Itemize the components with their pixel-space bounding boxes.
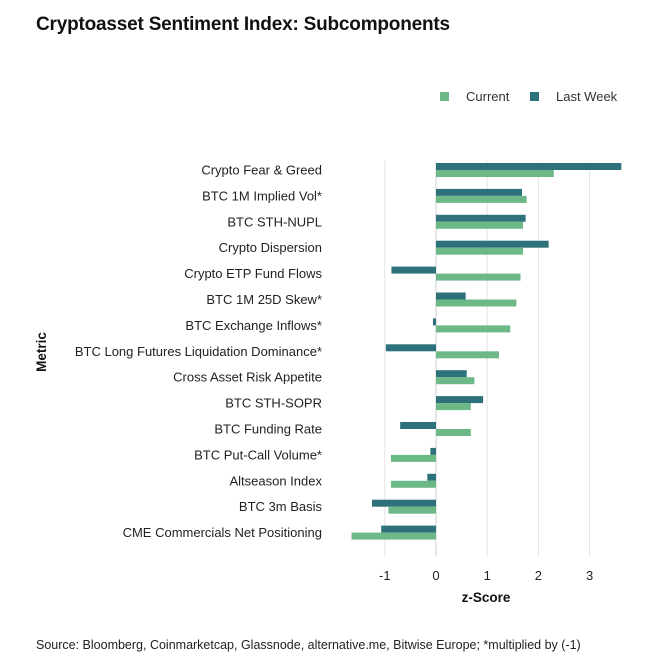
bar-last-week bbox=[436, 214, 526, 222]
bar-current bbox=[390, 454, 436, 462]
category-label: BTC Put-Call Volume* bbox=[194, 447, 322, 462]
bar-last-week bbox=[372, 499, 436, 507]
category-label: BTC 3m Basis bbox=[239, 499, 323, 514]
y-axis-title: Metric bbox=[34, 332, 49, 372]
source-note: Source: Bloomberg, Coinmarketcap, Glassn… bbox=[36, 638, 581, 652]
x-tick-labels: -1 0 1 2 3 bbox=[379, 568, 593, 583]
bar-current bbox=[436, 351, 499, 359]
legend-label-current: Current bbox=[466, 89, 510, 104]
category-label: BTC STH-SOPR bbox=[225, 396, 322, 411]
bar-last-week bbox=[400, 422, 436, 429]
bar-current bbox=[388, 506, 436, 514]
bar-last-week bbox=[436, 370, 467, 378]
x-tick-label: 2 bbox=[535, 568, 542, 583]
grid-lines bbox=[384, 161, 591, 556]
category-label: Altseason Index bbox=[229, 473, 322, 488]
bar-current bbox=[351, 532, 436, 540]
bar-last-week bbox=[432, 318, 436, 326]
category-label: Crypto Dispersion bbox=[219, 240, 322, 255]
bar-last-week bbox=[430, 447, 436, 455]
bar-last-week bbox=[436, 396, 484, 404]
category-label: CME Commercials Net Positioning bbox=[123, 525, 322, 540]
x-tick-label: 3 bbox=[586, 568, 593, 583]
bar-current bbox=[390, 480, 436, 488]
category-label: BTC Funding Rate bbox=[214, 422, 322, 437]
bar-current bbox=[436, 325, 511, 333]
x-tick-label: 1 bbox=[484, 568, 491, 583]
x-axis-title: z-Score bbox=[462, 590, 511, 605]
category-label: BTC Exchange Inflows* bbox=[185, 318, 322, 333]
category-label: BTC 1M Implied Vol* bbox=[202, 188, 322, 203]
bars bbox=[351, 163, 622, 540]
bar-last-week bbox=[385, 344, 436, 352]
category-label: BTC STH-NUPL bbox=[227, 214, 322, 229]
bar-last-week bbox=[436, 163, 622, 170]
chart-title: Cryptoasset Sentiment Index: Subcomponen… bbox=[36, 14, 450, 35]
bar-current bbox=[436, 273, 521, 281]
category-label: Crypto ETP Fund Flows bbox=[184, 266, 322, 281]
category-label: Crypto Fear & Greed bbox=[201, 163, 322, 178]
bar-current bbox=[436, 221, 524, 229]
x-tick-label: -1 bbox=[379, 568, 391, 583]
bar-current bbox=[436, 429, 471, 436]
x-tick-label: 0 bbox=[432, 568, 439, 583]
legend-swatch-current bbox=[440, 92, 449, 101]
legend-swatch-last-week bbox=[530, 92, 539, 101]
bar-last-week bbox=[427, 473, 436, 481]
legend: Current Last Week bbox=[440, 89, 618, 104]
bar-current bbox=[436, 377, 475, 385]
bar-current bbox=[436, 170, 554, 177]
bar-current bbox=[436, 299, 517, 307]
bar-last-week bbox=[391, 266, 436, 274]
bar-last-week bbox=[436, 292, 466, 300]
category-label: BTC Long Futures Liquidation Dominance* bbox=[75, 344, 322, 359]
category-label: Cross Asset Risk Appetite bbox=[173, 370, 322, 385]
bar-last-week bbox=[436, 240, 549, 248]
category-label: BTC 1M 25D Skew* bbox=[206, 292, 322, 307]
bar-last-week bbox=[381, 525, 436, 533]
bar-current bbox=[436, 195, 527, 203]
legend-label-last-week: Last Week bbox=[556, 89, 618, 104]
bar-current bbox=[436, 247, 524, 255]
category-labels: Crypto Fear & Greed BTC 1M Implied Vol* BT… bbox=[75, 163, 323, 541]
bar-current bbox=[436, 403, 471, 411]
bar-last-week bbox=[436, 188, 523, 196]
